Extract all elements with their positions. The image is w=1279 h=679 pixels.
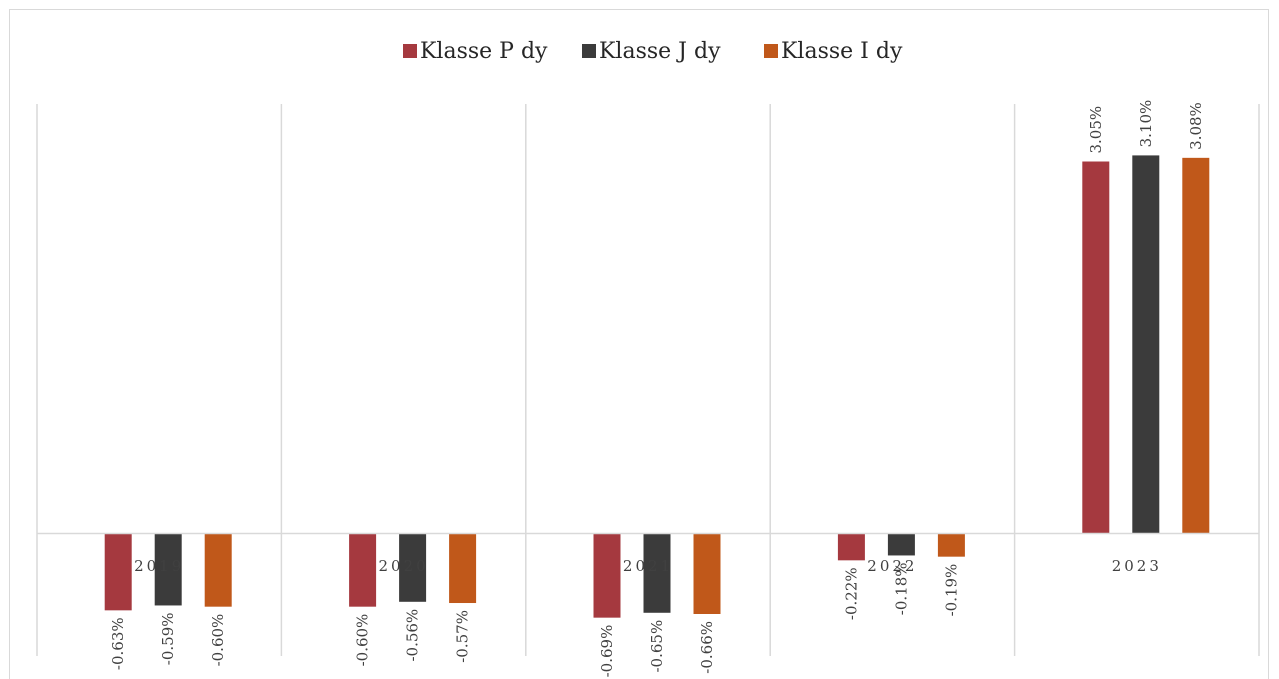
data-label: -0.57% [454,610,472,663]
data-label: -0.60% [354,614,372,667]
bar [643,533,671,613]
legend-swatch [764,44,778,58]
category-separators [36,104,1260,656]
data-label: -0.63% [109,617,127,670]
category-label: 2023 [1112,557,1162,575]
category-labels: 2019 2020 2021 2022 2023 [134,557,1162,575]
legend-swatch [403,44,417,58]
bar [937,533,965,557]
data-label: -0.69% [598,625,616,678]
data-label: 3.05% [1087,106,1105,154]
bar [104,533,132,611]
data-label: -0.65% [648,620,666,673]
legend-label: Klasse I dy [781,39,903,64]
legend-label: Klasse J dy [599,39,721,64]
legend-item: Klasse I dy [764,39,903,64]
category-label: 2019 [134,557,184,575]
legend-item: Klasse J dy [582,39,721,64]
data-label: 3.08% [1187,102,1205,150]
data-label: -0.66% [698,621,716,674]
data-label: -0.18% [892,562,910,615]
bar [1132,155,1160,534]
category-label: 2021 [623,557,673,575]
bar [887,533,915,556]
bars [104,155,1210,618]
bar [449,533,477,604]
legend-label: Klasse P dy [420,39,548,64]
data-label: -0.60% [209,614,227,667]
chart-frame [9,9,1269,679]
data-label: -0.59% [159,612,177,665]
legend-swatch [582,44,596,58]
bar [693,533,721,614]
bar [154,533,182,606]
data-label: -0.22% [842,567,860,620]
bar [1182,157,1210,534]
bar [837,533,865,561]
bar [399,533,427,602]
legend-item: Klasse P dy [403,39,548,64]
legend: Klasse P dy Klasse J dy Klasse I dy [403,39,903,64]
bar [1082,161,1110,534]
bar [593,533,621,618]
bar [204,533,232,607]
bar [349,533,377,607]
category-label: 2020 [379,557,429,575]
category-label: 2022 [867,557,917,575]
data-label: 3.10% [1137,100,1155,148]
data-label: -0.19% [942,564,960,617]
data-labels: -0.63% -0.59% -0.60% -0.60% -0.56% -0.57% -0.6… [109,100,1205,678]
data-label: -0.56% [404,609,422,662]
